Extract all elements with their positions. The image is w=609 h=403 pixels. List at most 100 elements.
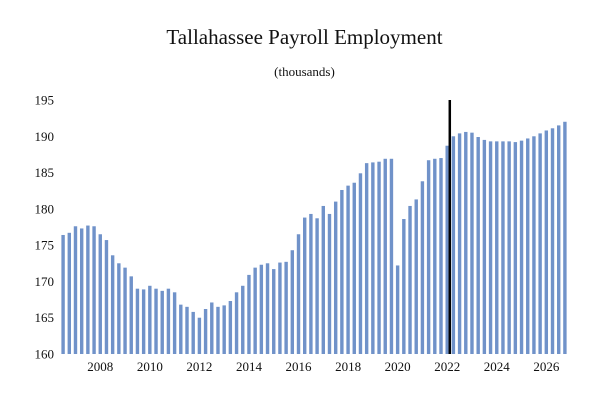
bar <box>309 213 313 354</box>
x-tick-label: 2020 <box>385 359 411 374</box>
bar <box>67 232 71 354</box>
bar <box>197 317 202 354</box>
bar <box>272 269 276 354</box>
y-tick-label: 190 <box>35 129 55 144</box>
bar <box>426 160 431 354</box>
bar <box>519 140 524 354</box>
bar <box>389 158 394 354</box>
bar <box>371 162 375 354</box>
bar <box>364 163 369 354</box>
bar <box>464 131 468 354</box>
bar <box>203 309 208 354</box>
bar <box>290 250 295 354</box>
bar <box>185 306 189 354</box>
bar <box>402 219 406 354</box>
bar <box>395 265 400 354</box>
x-tick-label: 2010 <box>137 359 163 374</box>
bar <box>166 288 171 354</box>
bar <box>544 130 549 354</box>
bar <box>234 292 239 354</box>
bar <box>73 226 78 354</box>
bar <box>476 137 480 354</box>
bar <box>321 205 325 354</box>
bar <box>550 128 555 354</box>
bar <box>228 301 233 354</box>
x-tick-label: 2022 <box>434 359 460 374</box>
y-tick-label: 175 <box>35 238 55 253</box>
x-axis: 2008 2010 2012 2014 2016 2018 2020 2022 2024 2026 <box>87 359 560 374</box>
y-tick-label: 185 <box>35 165 55 180</box>
bar <box>247 274 251 354</box>
bar <box>445 145 449 354</box>
bar <box>526 138 530 354</box>
bar <box>315 218 319 354</box>
bar <box>346 185 350 354</box>
bar <box>420 181 425 354</box>
bar <box>333 201 338 354</box>
bar <box>172 292 177 354</box>
y-tick-label: 170 <box>35 274 55 289</box>
bar <box>241 285 245 354</box>
chart-subtitle: (thousands) <box>274 64 335 79</box>
bar <box>61 234 65 354</box>
bar <box>259 264 264 354</box>
bar <box>110 255 115 354</box>
bar <box>501 141 505 354</box>
bar <box>284 261 288 354</box>
bar <box>383 158 387 354</box>
bar <box>92 226 96 354</box>
bar <box>141 289 146 354</box>
bar <box>488 141 493 354</box>
bar <box>439 158 443 354</box>
bar <box>86 225 90 354</box>
bar <box>148 285 152 354</box>
bar <box>470 132 474 354</box>
bar <box>79 228 84 354</box>
bar <box>129 276 133 354</box>
bar <box>117 263 121 354</box>
y-tick-label: 180 <box>35 201 55 216</box>
x-tick-label: 2026 <box>533 359 560 374</box>
bar <box>457 133 462 354</box>
x-tick-label: 2024 <box>484 359 511 374</box>
bar <box>340 189 344 354</box>
y-tick-label: 195 <box>35 93 55 108</box>
bar <box>296 234 301 354</box>
bar <box>104 240 109 354</box>
y-axis: 160 165 170 175 180 185 190 195 <box>35 93 55 362</box>
x-tick-label: 2012 <box>186 359 212 374</box>
bar <box>191 311 195 354</box>
bar <box>303 217 307 354</box>
bar <box>327 213 332 354</box>
bar <box>160 290 164 354</box>
bar <box>557 125 561 355</box>
bar <box>123 267 127 354</box>
bar <box>154 288 158 354</box>
bar <box>179 304 183 354</box>
bar <box>358 173 363 354</box>
x-tick-label: 2018 <box>335 359 361 374</box>
bar <box>210 302 214 354</box>
y-tick-label: 165 <box>35 310 55 325</box>
bars-group <box>61 121 567 355</box>
x-tick-label: 2008 <box>87 359 113 374</box>
bar <box>377 161 381 354</box>
bar <box>532 136 536 354</box>
bar <box>538 133 542 354</box>
bar <box>135 288 140 354</box>
y-tick-label: 160 <box>35 347 55 362</box>
bar <box>265 263 270 354</box>
bar <box>507 141 511 354</box>
bar <box>433 158 437 354</box>
bar <box>278 262 282 354</box>
bar <box>408 205 412 354</box>
x-tick-label: 2014 <box>236 359 263 374</box>
bar <box>414 199 418 354</box>
bar <box>352 182 356 354</box>
bar <box>222 305 226 354</box>
bar <box>495 141 499 354</box>
bar <box>513 142 518 354</box>
bar <box>253 267 257 354</box>
bar <box>216 306 220 354</box>
